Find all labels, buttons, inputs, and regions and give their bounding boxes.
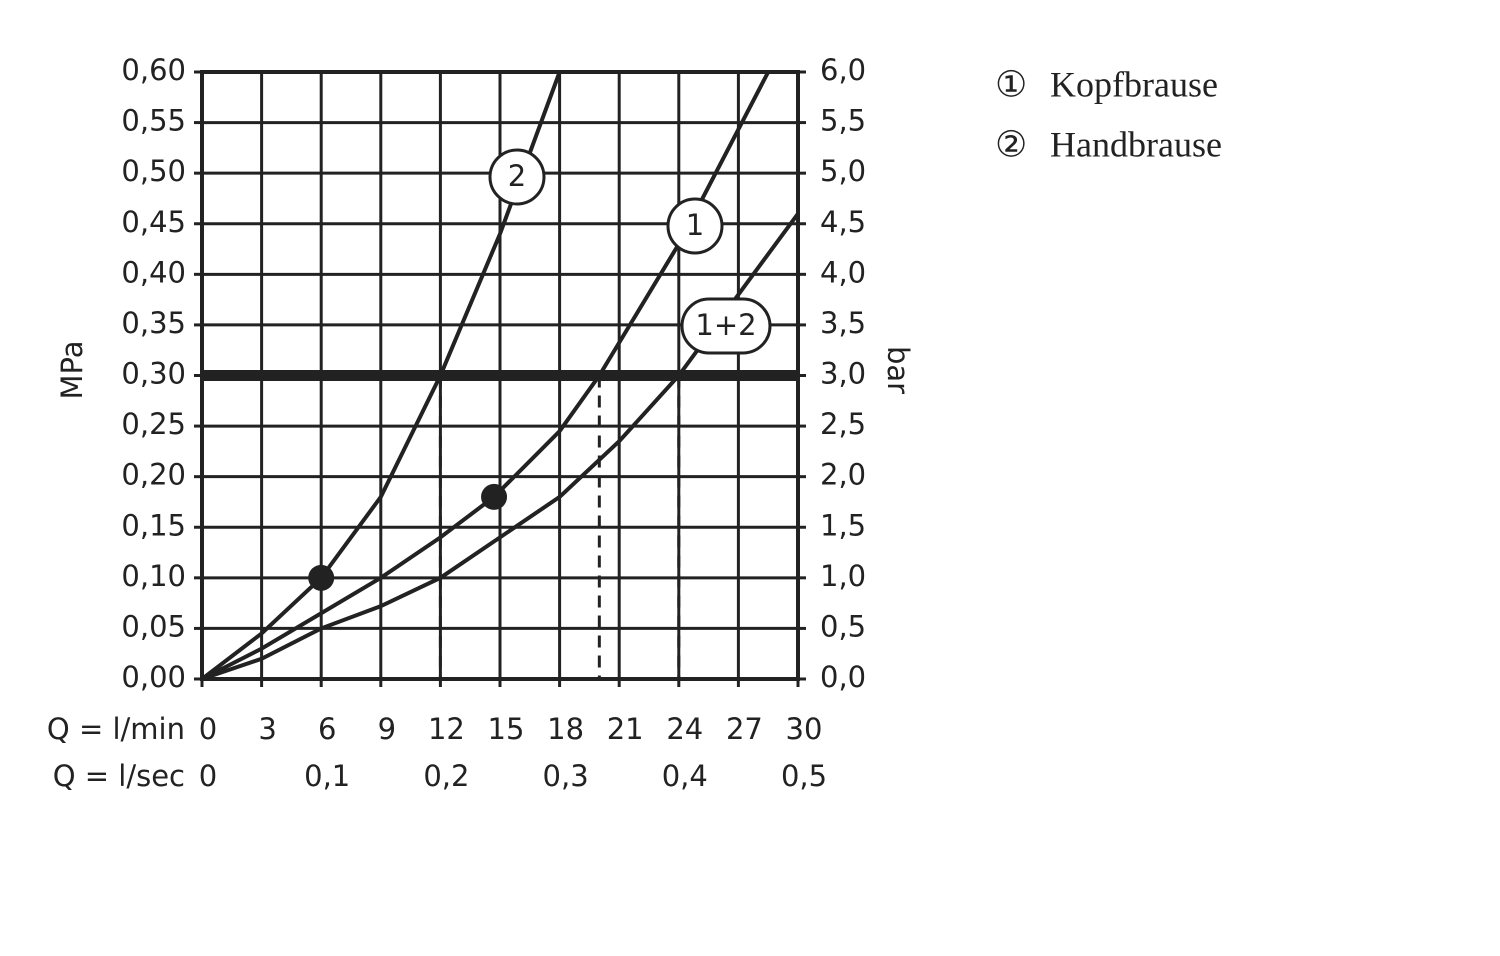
y-tick-label: 0,45 — [121, 205, 186, 239]
y2-tick-label: 5,5 — [820, 104, 866, 138]
series-label-badge — [666, 197, 724, 255]
series-line — [201, 71, 770, 681]
y-tick-label: 0,00 — [121, 660, 186, 694]
y2-tick-label: 1,0 — [820, 559, 866, 593]
x2-tick-label: 0,5 — [781, 759, 827, 793]
x-tick-label: 24 — [666, 712, 703, 746]
y2-tick-label: 3,0 — [820, 357, 866, 391]
series-label: 1 — [686, 208, 704, 242]
y2-tick-label: 2,0 — [820, 458, 866, 492]
y-tick-label: 0,25 — [121, 407, 186, 441]
legend-symbol: ① — [995, 64, 1027, 104]
y-tick-label: 0,50 — [121, 154, 186, 188]
x-tick-label: 0 — [199, 712, 217, 746]
x2-tick-label: 0,4 — [662, 759, 708, 793]
y-tick-label: 0,55 — [121, 104, 186, 138]
y2-tick-label: 0,5 — [820, 609, 866, 643]
point-marker — [481, 483, 508, 510]
y2-tick-label: 4,5 — [820, 205, 866, 239]
x-axis-label: Q = l/min — [47, 712, 185, 746]
x-tick-label: 6 — [318, 712, 336, 746]
y-tick-label: 0,30 — [121, 357, 186, 391]
y2-tick-label: 2,5 — [820, 407, 866, 441]
legend-text: Kopfbrause — [1050, 64, 1218, 104]
y2-tick-label: 4,0 — [820, 255, 866, 289]
y2-tick-label: 6,0 — [820, 53, 866, 87]
x-tick-label: 30 — [786, 712, 823, 746]
series-label-badge — [488, 148, 546, 206]
y-tick-label: 0,15 — [121, 508, 186, 542]
series-label-badge — [680, 297, 772, 355]
y2-axis-label: bar — [881, 346, 915, 394]
y2-tick-label: 5,0 — [820, 154, 866, 188]
x2-tick-label: 0,1 — [304, 759, 350, 793]
y-tick-label: 0,60 — [121, 53, 186, 87]
series-line — [200, 71, 562, 681]
y-tick-label: 0,40 — [121, 255, 186, 289]
point-marker — [308, 564, 335, 591]
y2-tick-label: 1,5 — [820, 508, 866, 542]
x-tick-label: 27 — [726, 712, 763, 746]
x-tick-label: 15 — [488, 712, 525, 746]
y-axis-label: MPa — [55, 341, 89, 400]
series-label: 2 — [508, 159, 526, 193]
series-label: 1+2 — [695, 308, 756, 342]
x2-tick-label: 0,2 — [423, 759, 469, 793]
y-tick-label: 0,05 — [121, 609, 186, 643]
x2-tick-label: 0 — [199, 759, 217, 793]
x2-tick-label: 0,3 — [543, 759, 589, 793]
legend-symbol: ② — [995, 124, 1027, 164]
legend-text: Handbrause — [1050, 124, 1222, 164]
y-tick-label: 0,35 — [121, 306, 186, 340]
y2-tick-label: 3,5 — [820, 306, 866, 340]
x-tick-label: 18 — [547, 712, 584, 746]
y2-tick-label: 0,0 — [820, 660, 866, 694]
x-tick-label: 3 — [258, 712, 276, 746]
x-tick-label: 9 — [378, 712, 396, 746]
x-tick-label: 21 — [607, 712, 644, 746]
x2-axis-label: Q = l/sec — [53, 759, 185, 793]
y-tick-label: 0,10 — [121, 559, 186, 593]
x-tick-label: 12 — [428, 712, 465, 746]
y-tick-label: 0,20 — [121, 458, 186, 492]
